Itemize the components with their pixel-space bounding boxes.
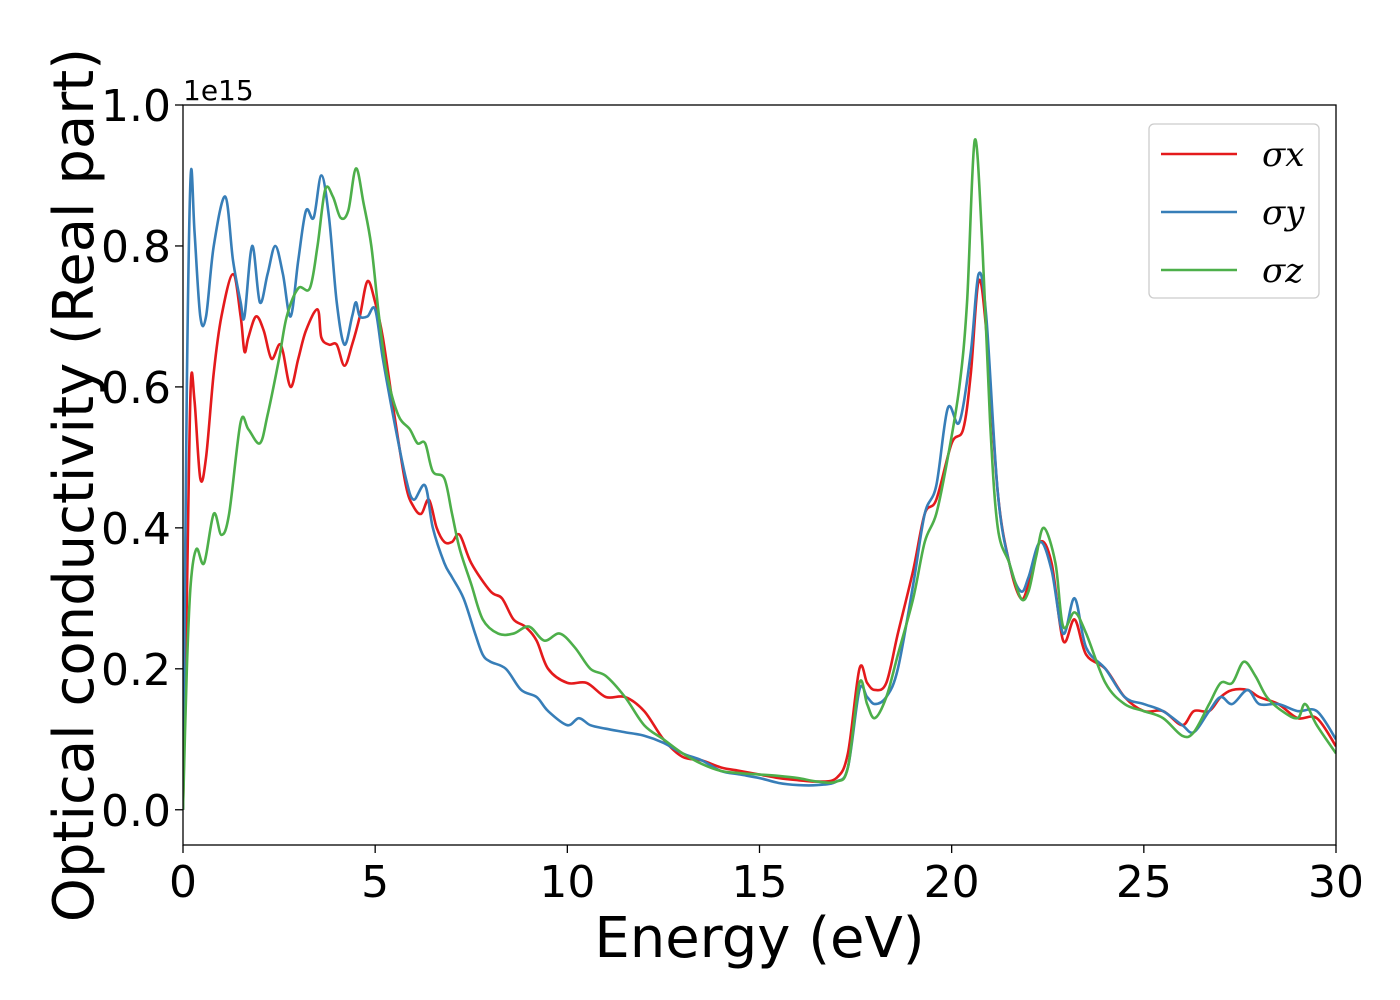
series-line-2 bbox=[183, 167, 1336, 810]
x-tick-label: 15 bbox=[732, 857, 788, 908]
y-tick-label: 0.4 bbox=[101, 504, 171, 555]
y-tick-label: 0.2 bbox=[101, 645, 171, 696]
y-tick-label: 1.0 bbox=[101, 81, 171, 132]
x-axis-ticks: 0 5 10 15 20 25 30 bbox=[169, 845, 1364, 908]
y-tick-label: 0.8 bbox=[101, 222, 171, 273]
y-tick-label: 0.6 bbox=[101, 363, 171, 414]
legend-label-1: σx bbox=[1262, 135, 1304, 175]
x-tick-label: 5 bbox=[361, 857, 389, 908]
y-tick-label: 0.0 bbox=[101, 786, 171, 837]
series-layer bbox=[183, 138, 1336, 810]
x-tick-label: 0 bbox=[169, 857, 197, 908]
x-tick-label: 20 bbox=[924, 857, 980, 908]
y-axis-ticks: 0.0 0.2 0.4 0.6 0.8 1.0 bbox=[101, 81, 183, 837]
legend-label-2: σy bbox=[1262, 193, 1305, 233]
x-tick-label: 30 bbox=[1308, 857, 1364, 908]
y-offset-label: 1e15 bbox=[183, 74, 254, 107]
x-axis-title: Energy (eV) bbox=[594, 906, 924, 971]
x-tick-label: 25 bbox=[1116, 857, 1172, 908]
series-line-3 bbox=[183, 138, 1336, 810]
x-tick-label: 10 bbox=[539, 857, 595, 908]
legend: σx σy σz bbox=[1148, 123, 1320, 299]
series-line-1 bbox=[183, 272, 1336, 810]
legend-label-3: σz bbox=[1262, 251, 1304, 291]
y-axis-title: Optical conductivity (Real part) bbox=[42, 48, 107, 922]
